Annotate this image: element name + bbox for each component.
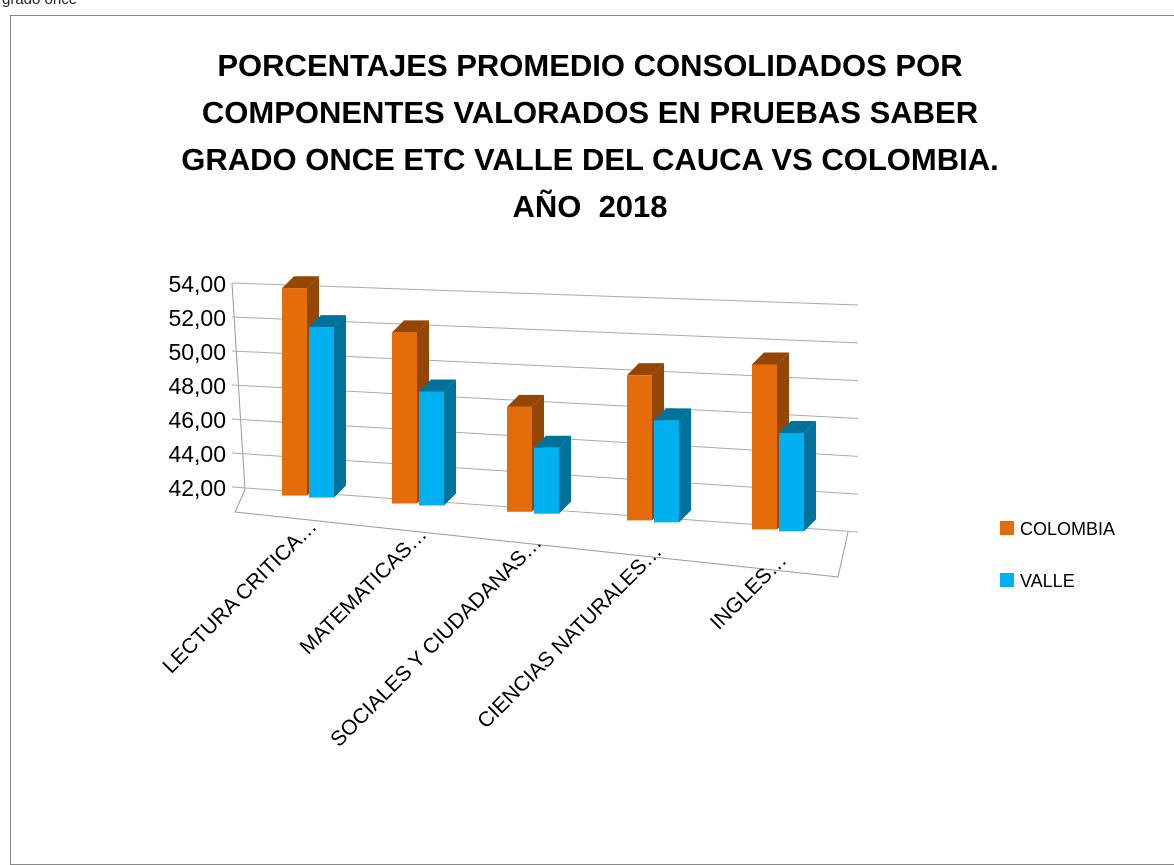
x-tick-label: SOCIALES Y CIUDADANAS… — [326, 531, 546, 751]
bar-top — [534, 435, 571, 448]
x-tick-label: INGLES… — [706, 549, 792, 635]
bar — [534, 447, 559, 514]
y-tick-label: 54,00 — [168, 271, 226, 297]
bar-side — [559, 435, 571, 514]
y-tick-label: 52,00 — [168, 305, 226, 331]
legend-swatch — [1000, 521, 1014, 535]
bar-top — [282, 276, 319, 289]
y-tick-label: 50,00 — [168, 339, 226, 365]
x-tick-label: LECTURA CRITICA… — [158, 515, 321, 678]
bar-side — [334, 315, 346, 498]
bar — [779, 432, 804, 532]
y-tick-label: 46,00 — [168, 407, 226, 433]
y-tick-label: 48,00 — [168, 373, 226, 399]
chart-title: PORCENTAJES PROMEDIO CONSOLIDADOS POR CO… — [181, 48, 999, 224]
floor — [234, 489, 849, 578]
legend-label: VALLE — [1020, 571, 1075, 591]
bar-top — [779, 420, 816, 433]
bar — [309, 327, 334, 498]
x-tick-label: MATEMATICAS… — [295, 523, 431, 659]
bar — [752, 364, 777, 530]
bar-side — [679, 408, 691, 523]
bar-top — [654, 408, 691, 421]
bar — [507, 406, 532, 512]
bar-top — [419, 379, 456, 392]
bar — [419, 391, 444, 506]
bar — [392, 332, 417, 504]
caption: grado once — [2, 0, 77, 8]
bar-top — [507, 394, 544, 407]
bar — [654, 420, 679, 523]
bar-top — [392, 320, 429, 333]
grid-line — [231, 282, 859, 306]
legend-swatch — [1000, 573, 1014, 587]
y-tick-label: 44,00 — [168, 441, 226, 467]
bar-top — [627, 363, 664, 376]
bar — [627, 375, 652, 521]
bar-top — [752, 352, 789, 365]
bar — [282, 288, 307, 496]
bar-side — [804, 420, 816, 532]
bar-side — [444, 379, 456, 506]
legend-label: COLOMBIA — [1020, 519, 1115, 539]
axis-line — [231, 282, 246, 491]
bar-top — [309, 315, 346, 328]
y-tick-label: 42,00 — [168, 475, 226, 501]
